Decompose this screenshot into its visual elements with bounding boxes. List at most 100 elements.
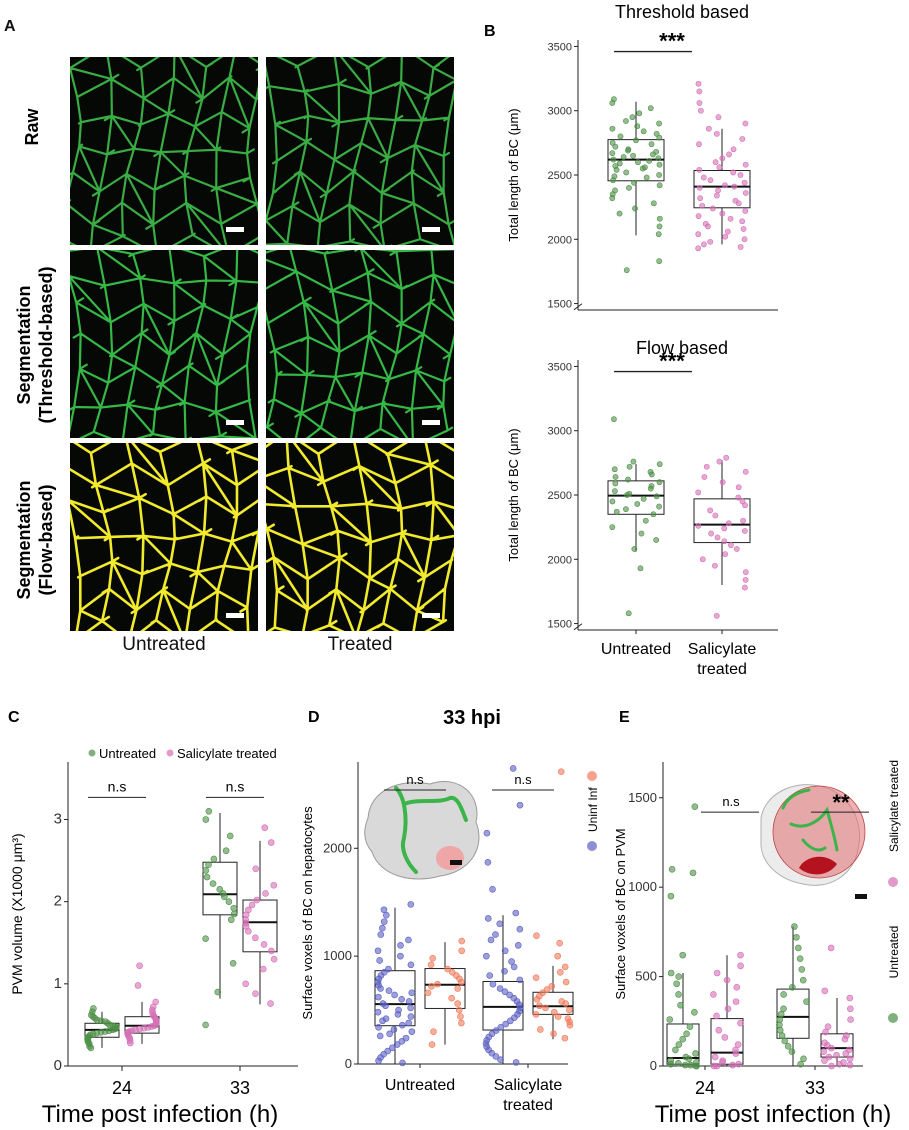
data-point <box>624 492 631 498</box>
data-point <box>497 1056 504 1063</box>
y-tick-label: 2000 <box>323 840 352 855</box>
chart-b-flow: Flow based 1500 2000 2500 3000 3500 Total leng… <box>506 338 778 678</box>
data-point <box>492 1053 500 1060</box>
data-point <box>656 161 663 168</box>
data-point <box>825 1053 833 1061</box>
data-point <box>375 1024 382 1031</box>
data-point <box>487 936 495 944</box>
data-point <box>562 1000 569 1007</box>
chart-b-threshold: B Threshold based 1500 2000 2500 3000 3500 Tota… <box>484 2 778 311</box>
data-point <box>715 187 721 194</box>
data-point <box>656 223 663 230</box>
data-point <box>742 161 749 168</box>
data-point <box>380 906 388 914</box>
data-point <box>712 512 719 519</box>
data-point <box>846 1061 854 1069</box>
y-axis-label: Surface voxels of BC on PVM <box>613 828 628 999</box>
data-point <box>640 128 647 135</box>
data-point <box>741 528 748 534</box>
data-point <box>739 218 746 225</box>
panel-label: D <box>308 709 320 726</box>
data-point <box>454 1000 461 1007</box>
micrograph-threshold-untreated <box>70 250 258 438</box>
data-point <box>561 1034 569 1042</box>
data-point <box>640 495 647 502</box>
pvm-dense-region <box>799 856 837 875</box>
data-point <box>638 530 645 537</box>
data-point <box>836 1060 843 1068</box>
data-point <box>457 1013 464 1020</box>
data-point <box>712 562 718 569</box>
data-point <box>496 920 504 928</box>
scale-bar <box>422 613 440 618</box>
data-point <box>708 530 714 537</box>
data-point <box>707 507 714 514</box>
data-point <box>675 1041 683 1048</box>
data-point <box>685 1055 693 1063</box>
data-point <box>625 476 631 483</box>
data-point <box>824 1023 832 1030</box>
data-point <box>796 955 804 963</box>
data-point <box>846 1055 854 1063</box>
data-point <box>434 980 441 988</box>
data-point <box>655 231 662 238</box>
data-point <box>623 506 629 513</box>
data-point <box>405 1019 412 1027</box>
data-point <box>261 824 269 832</box>
data-point <box>229 959 237 967</box>
data-point <box>222 847 230 855</box>
data-point <box>134 982 142 989</box>
data-point <box>737 962 744 970</box>
data-point <box>428 983 435 990</box>
data-point <box>383 911 390 919</box>
data-point <box>248 901 256 909</box>
data-point <box>721 538 728 545</box>
data-point <box>489 980 497 988</box>
data-point <box>683 1030 690 1038</box>
data-point <box>489 885 496 893</box>
data-point <box>210 855 218 863</box>
significance-label: n.s <box>108 778 127 794</box>
data-point <box>510 963 518 971</box>
canaliculi-network <box>266 250 454 438</box>
data-point <box>800 1055 807 1063</box>
data-point <box>377 931 385 938</box>
row-label-threshold: Segmentation (Threshold-based) <box>4 250 66 440</box>
scale-bar <box>422 420 440 425</box>
data-point <box>820 1048 827 1055</box>
data-point <box>791 923 798 930</box>
data-point <box>740 517 747 524</box>
y-tick-label: 2 <box>54 893 62 910</box>
box <box>374 970 416 1027</box>
data-point <box>695 80 702 87</box>
data-point <box>700 174 707 181</box>
data-point <box>253 896 261 904</box>
y-tick-label: 2000 <box>548 554 572 566</box>
scale-bar <box>450 860 462 865</box>
data-point <box>633 137 639 144</box>
data-point <box>709 205 716 212</box>
data-point <box>722 551 729 558</box>
data-point <box>637 565 644 572</box>
data-point <box>455 1006 463 1014</box>
data-point <box>375 993 382 1001</box>
data-point <box>724 1005 732 1013</box>
data-point <box>202 935 209 942</box>
significance-label: *** <box>659 29 685 54</box>
data-point <box>613 166 620 173</box>
data-point <box>458 978 465 986</box>
data-point <box>740 226 747 232</box>
data-point <box>566 1006 573 1014</box>
data-point <box>634 501 641 507</box>
data-point <box>833 1051 840 1059</box>
data-point <box>390 1026 398 1033</box>
data-point <box>542 1004 549 1012</box>
chart-e-surface-voxels-pvm: E 0 500 1000 1500 Surface voxels of BC on PVM… <box>613 709 901 1128</box>
panel-label: E <box>619 709 630 726</box>
data-point <box>634 123 641 130</box>
micrograph-flow-treated <box>266 443 454 631</box>
x-tick-label: 33 <box>230 1078 250 1098</box>
data-point <box>631 179 637 186</box>
data-point <box>405 998 413 1005</box>
data-point <box>703 463 710 470</box>
